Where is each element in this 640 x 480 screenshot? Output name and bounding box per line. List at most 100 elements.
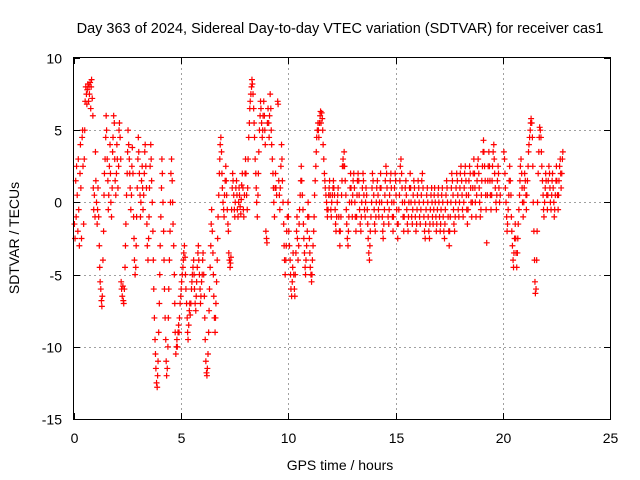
data-point [176, 329, 183, 336]
data-point [412, 228, 419, 235]
data-point [112, 177, 119, 184]
data-point [162, 336, 169, 343]
data-point [505, 206, 512, 213]
data-point [514, 235, 521, 242]
data-point [494, 177, 501, 184]
data-point [96, 242, 103, 249]
data-point [488, 206, 495, 213]
data-point [305, 213, 312, 220]
data-point [532, 290, 539, 297]
data-point [147, 141, 154, 148]
data-point [342, 177, 349, 184]
data-point [89, 112, 96, 119]
data-point [489, 177, 496, 184]
data-point [135, 134, 142, 141]
data-point [159, 199, 166, 206]
data-point [85, 98, 92, 105]
data-point [495, 163, 502, 170]
data-point [77, 184, 84, 191]
data-point [419, 170, 426, 177]
data-point [192, 300, 199, 307]
data-points [71, 76, 566, 391]
data-point [137, 199, 144, 206]
data-point [305, 199, 312, 206]
data-point [345, 228, 352, 235]
data-point [397, 156, 404, 163]
data-point [208, 221, 215, 228]
data-point [115, 163, 122, 170]
data-point [215, 192, 222, 199]
data-point [517, 163, 524, 170]
data-point [504, 221, 511, 228]
data-point [107, 141, 114, 148]
data-point [122, 221, 129, 228]
data-point [223, 192, 230, 199]
data-point [341, 163, 348, 170]
data-point [425, 228, 432, 235]
data-point [117, 134, 124, 141]
data-point [390, 213, 397, 220]
data-point [332, 206, 339, 213]
data-point [265, 119, 272, 126]
data-point [244, 206, 251, 213]
data-point [141, 148, 148, 155]
data-point [213, 278, 220, 285]
data-point [132, 271, 139, 278]
data-point [318, 109, 325, 116]
grid [74, 58, 610, 419]
data-point [443, 177, 450, 184]
data-point [310, 228, 317, 235]
x-tick-label: 25 [603, 430, 619, 446]
data-point [135, 148, 142, 155]
data-point [156, 271, 163, 278]
data-point [509, 242, 516, 249]
data-point [360, 177, 367, 184]
data-point [222, 163, 229, 170]
data-point [212, 314, 219, 321]
data-point [175, 322, 182, 329]
data-point [386, 206, 393, 213]
data-point [285, 213, 292, 220]
data-point [515, 221, 522, 228]
data-point [140, 192, 147, 199]
data-point [255, 148, 262, 155]
data-point [287, 257, 294, 264]
x-tick-label: 15 [389, 430, 405, 446]
data-point [271, 213, 278, 220]
data-point [205, 329, 212, 336]
data-point [146, 213, 153, 220]
data-point [493, 206, 500, 213]
data-point [120, 300, 127, 307]
data-point [417, 221, 424, 228]
data-point [490, 141, 497, 148]
data-point [533, 257, 540, 264]
data-point [238, 196, 245, 203]
data-point [516, 192, 523, 199]
data-point [92, 177, 99, 184]
data-point [247, 98, 254, 105]
data-point [300, 221, 307, 228]
data-point [501, 170, 508, 177]
data-point [132, 264, 139, 271]
data-point [344, 235, 351, 242]
data-point [244, 184, 251, 191]
data-point [147, 163, 154, 170]
data-point [270, 199, 277, 206]
data-point [385, 221, 392, 228]
data-point [200, 249, 207, 256]
data-point [302, 257, 309, 264]
data-point [191, 271, 198, 278]
data-point [380, 235, 387, 242]
data-point [375, 192, 382, 199]
data-point [88, 76, 95, 83]
data-point [510, 257, 517, 264]
data-point [122, 242, 129, 249]
data-point [154, 372, 161, 379]
data-point [152, 365, 159, 372]
data-point [298, 177, 305, 184]
data-point [289, 278, 296, 285]
data-point [165, 286, 172, 293]
data-point [137, 213, 144, 220]
data-point [105, 206, 112, 213]
